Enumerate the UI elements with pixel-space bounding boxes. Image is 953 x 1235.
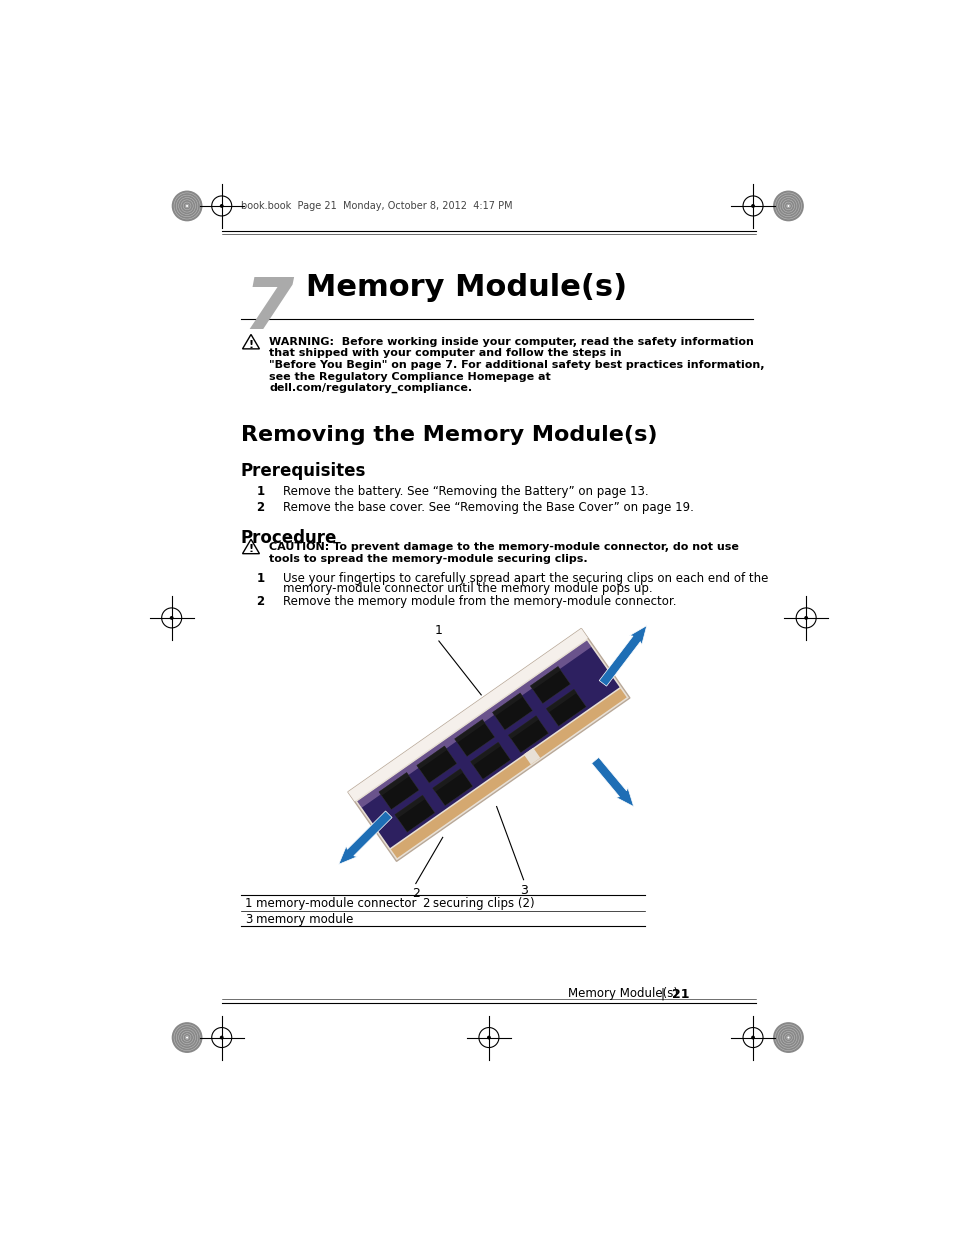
- Polygon shape: [470, 742, 510, 779]
- Polygon shape: [508, 715, 548, 753]
- Text: Procedure: Procedure: [241, 529, 337, 547]
- Circle shape: [803, 616, 807, 620]
- FancyArrow shape: [591, 757, 633, 806]
- Text: !: !: [248, 340, 253, 350]
- Polygon shape: [455, 720, 495, 757]
- Circle shape: [172, 190, 202, 221]
- Polygon shape: [508, 715, 538, 739]
- Circle shape: [786, 205, 789, 207]
- Circle shape: [172, 1023, 202, 1053]
- Text: !: !: [248, 545, 253, 555]
- Text: 2: 2: [256, 595, 264, 608]
- Text: Removing the Memory Module(s): Removing the Memory Module(s): [241, 425, 657, 446]
- Circle shape: [772, 1023, 803, 1053]
- Polygon shape: [378, 772, 418, 810]
- Polygon shape: [546, 689, 576, 713]
- Circle shape: [772, 190, 803, 221]
- FancyArrow shape: [338, 811, 392, 864]
- Polygon shape: [523, 747, 539, 764]
- Text: Use your fingertips to carefully spread apart the securing clips on each end of : Use your fingertips to carefully spread …: [283, 572, 768, 584]
- Text: 1: 1: [256, 572, 264, 584]
- Polygon shape: [530, 667, 560, 689]
- Text: 1: 1: [245, 898, 253, 910]
- Polygon shape: [433, 768, 473, 805]
- Text: 21: 21: [672, 988, 689, 1000]
- Polygon shape: [530, 667, 570, 704]
- Text: 2: 2: [256, 501, 264, 514]
- Polygon shape: [492, 693, 532, 730]
- Text: 3: 3: [519, 883, 527, 897]
- Polygon shape: [433, 768, 462, 792]
- Circle shape: [219, 204, 223, 207]
- Circle shape: [750, 204, 754, 207]
- Text: 3: 3: [245, 913, 252, 926]
- Text: 2: 2: [421, 898, 429, 910]
- Circle shape: [750, 1036, 754, 1040]
- Polygon shape: [492, 693, 522, 716]
- Circle shape: [219, 1036, 223, 1040]
- Polygon shape: [348, 629, 587, 802]
- Text: memory-module connector: memory-module connector: [256, 898, 416, 910]
- Text: "Before You Begin" on page 7. For additional safety best practices information,: "Before You Begin" on page 7. For additi…: [269, 359, 764, 370]
- Text: Remove the battery. See “Removing the Battery” on page 13.: Remove the battery. See “Removing the Ba…: [283, 485, 648, 499]
- Text: 2: 2: [412, 888, 419, 900]
- Text: 7: 7: [243, 275, 294, 345]
- Polygon shape: [387, 685, 629, 861]
- Polygon shape: [378, 772, 409, 795]
- Text: |: |: [659, 988, 664, 1000]
- Polygon shape: [455, 720, 484, 742]
- Text: 1: 1: [435, 624, 442, 637]
- Circle shape: [786, 1036, 789, 1039]
- Text: 1: 1: [256, 485, 264, 499]
- Circle shape: [186, 205, 188, 207]
- Polygon shape: [416, 746, 456, 783]
- Circle shape: [170, 616, 173, 620]
- Text: Memory Module(s): Memory Module(s): [306, 273, 627, 301]
- Polygon shape: [546, 689, 586, 726]
- Text: Remove the memory module from the memory-module connector.: Remove the memory module from the memory…: [283, 595, 676, 608]
- Polygon shape: [470, 742, 500, 766]
- Text: dell.com/regulatory_compliance.: dell.com/regulatory_compliance.: [269, 383, 472, 393]
- Text: Remove the base cover. See “Removing the Base Cover” on page 19.: Remove the base cover. See “Removing the…: [283, 501, 694, 514]
- Text: memory-module connector until the memory module pops up.: memory-module connector until the memory…: [283, 583, 652, 595]
- Text: WARNING:  Before working inside your computer, read the safety information: WARNING: Before working inside your comp…: [269, 337, 754, 347]
- Circle shape: [486, 1036, 491, 1040]
- Text: see the Regulatory Compliance Homepage at: see the Regulatory Compliance Homepage a…: [269, 372, 551, 382]
- Text: CAUTION: To prevent damage to the memory-module connector, do not use: CAUTION: To prevent damage to the memory…: [269, 542, 739, 552]
- Polygon shape: [348, 629, 629, 861]
- Text: book.book  Page 21  Monday, October 8, 2012  4:17 PM: book.book Page 21 Monday, October 8, 201…: [241, 201, 512, 211]
- Polygon shape: [357, 641, 591, 808]
- Polygon shape: [416, 746, 447, 769]
- Text: tools to spread the memory-module securing clips.: tools to spread the memory-module securi…: [269, 555, 587, 564]
- Text: Memory Module(s): Memory Module(s): [568, 988, 678, 1000]
- Text: memory module: memory module: [256, 913, 354, 926]
- Polygon shape: [391, 689, 626, 858]
- FancyArrow shape: [598, 626, 646, 687]
- Text: Prerequisites: Prerequisites: [241, 462, 366, 480]
- Polygon shape: [395, 795, 425, 819]
- Text: that shipped with your computer and follow the steps in: that shipped with your computer and foll…: [269, 348, 621, 358]
- Polygon shape: [395, 795, 435, 832]
- Text: securing clips (2): securing clips (2): [433, 898, 535, 910]
- Circle shape: [186, 1036, 188, 1039]
- Polygon shape: [357, 641, 618, 848]
